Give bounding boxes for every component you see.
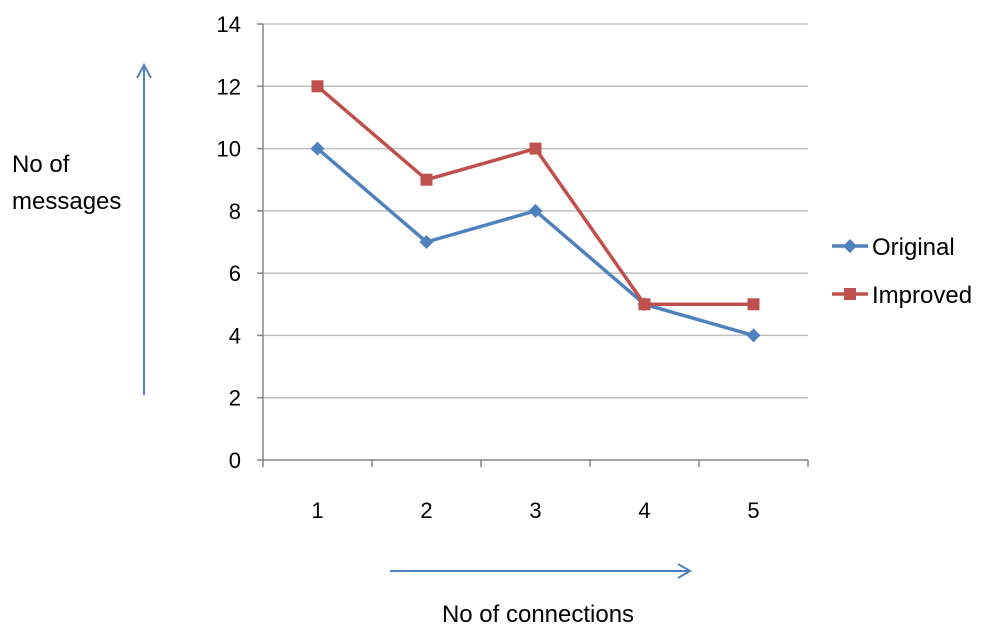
x-tick-label-3: 3 [529, 498, 541, 523]
data-point-improved-3 [529, 142, 542, 155]
y-tick-label-12: 12 [217, 74, 241, 99]
x-tick-label-4: 4 [638, 498, 650, 523]
data-point-original-2 [419, 235, 434, 249]
data-point-improved-4 [638, 298, 651, 311]
data-point-improved-1 [311, 80, 324, 93]
legend-swatch-marker [844, 288, 856, 300]
data-point-improved-2 [420, 173, 433, 186]
legend-swatch-marker [843, 239, 857, 253]
data-point-improved-5 [747, 298, 760, 311]
series-line-original [316, 147, 754, 338]
x-tick-label-2: 2 [420, 498, 432, 523]
series-original [310, 141, 761, 343]
x-tick-label-1: 1 [311, 498, 323, 523]
series-improved [311, 80, 760, 311]
data-point-original-3 [528, 203, 543, 218]
y-tick-label-14: 14 [217, 12, 241, 37]
y-tick-label-4: 4 [229, 323, 241, 348]
data-point-original-5 [746, 328, 761, 343]
legend-label: Improved [872, 282, 972, 309]
x-direction-arrow [390, 563, 692, 579]
legend-item-original: Original [832, 234, 955, 261]
legend: Original Improved [832, 234, 972, 309]
x-tick-label-5: 5 [747, 498, 759, 523]
legend-label: Original [872, 234, 955, 261]
series-line-improved [316, 84, 754, 307]
y-tick-label-2: 2 [229, 386, 241, 411]
legend-item-improved: Improved [832, 282, 972, 309]
y-direction-arrow [136, 62, 152, 395]
y-tick-label-0: 0 [229, 448, 241, 473]
y-tick-label-6: 6 [229, 261, 241, 286]
x-axis-title: No of connections [442, 601, 634, 628]
y-tick-label-10: 10 [217, 137, 241, 162]
y-axis-title-line-2: messages [12, 188, 121, 215]
series [310, 80, 761, 343]
y-axis-title-line-1: No of [12, 151, 70, 178]
data-point-original-1 [310, 141, 325, 156]
axes [257, 23, 809, 467]
y-tick-label-8: 8 [229, 199, 241, 224]
